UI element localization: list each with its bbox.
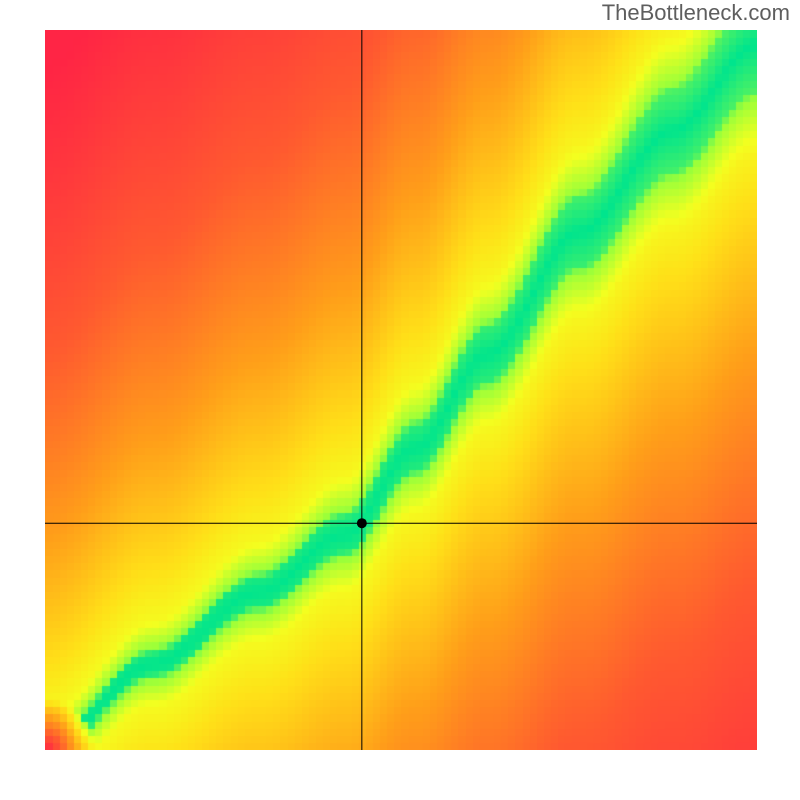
heatmap-canvas — [45, 30, 757, 750]
bottleneck-heatmap — [45, 30, 757, 750]
attribution-label: TheBottleneck.com — [602, 0, 790, 26]
chart-container: TheBottleneck.com — [0, 0, 800, 800]
